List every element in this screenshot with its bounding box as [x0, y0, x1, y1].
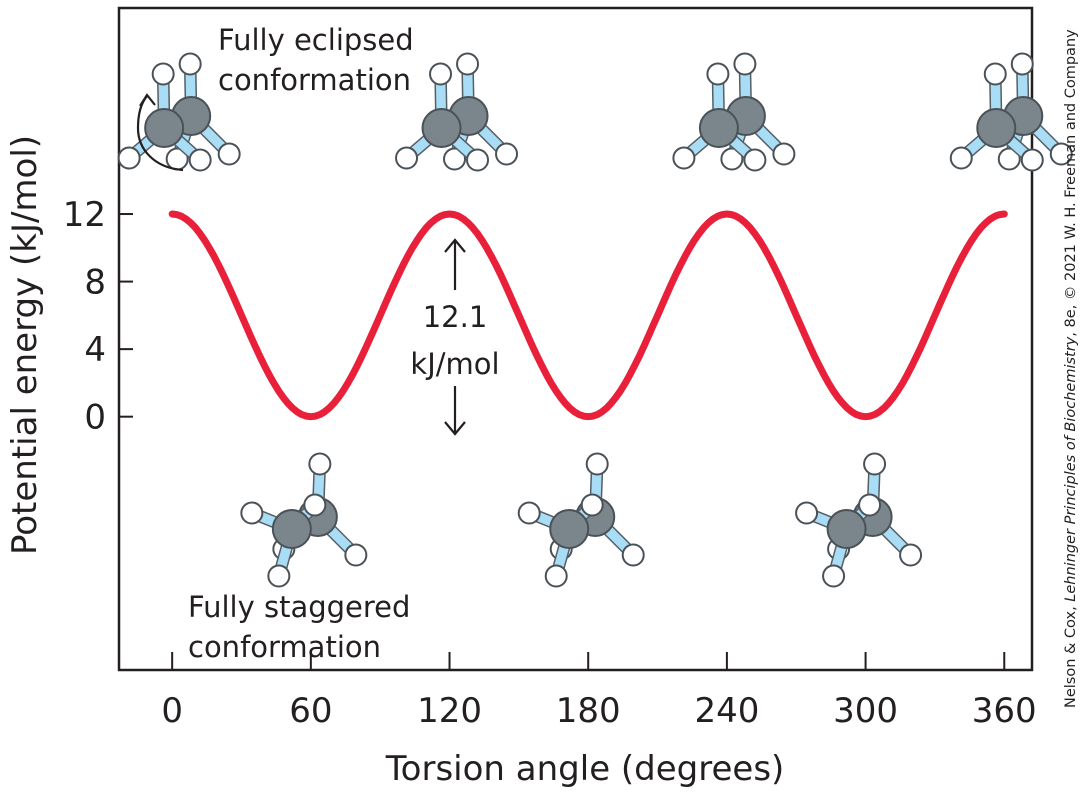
- staggered-molecule-1: [517, 452, 645, 588]
- y-tick-label: 4: [84, 330, 106, 370]
- molecule-models: [117, 52, 1073, 588]
- credit-authors: Nelson & Cox,: [1063, 602, 1079, 708]
- eclipsed-label-line1: Fully eclipsed: [218, 23, 414, 57]
- staggered-label-line2: conformation: [188, 630, 381, 664]
- carbon-atom: [271, 509, 312, 549]
- hydrogen-atom: [443, 147, 467, 171]
- plot-frame-rect: [117, 6, 1034, 672]
- hydrogen-atom: [949, 146, 973, 170]
- hydrogen-atom: [151, 62, 175, 86]
- staggered-label-line1: Fully staggered: [188, 590, 410, 624]
- hydrogen-atom: [1049, 142, 1073, 166]
- credit-book: Lehninger Principles of Biochemistry: [1063, 336, 1079, 601]
- hydrogen-atom: [720, 147, 744, 171]
- hydrogen-atom: [706, 62, 730, 86]
- hydrogen-atom: [672, 146, 696, 170]
- staggered-molecule-2: [795, 452, 923, 588]
- carbon-atom: [144, 108, 185, 148]
- carbon-atom: [421, 108, 462, 148]
- carbon-atom: [698, 108, 739, 148]
- staggered-molecule-0: [240, 452, 368, 588]
- hydrogen-atom: [1020, 148, 1044, 172]
- barrier-arrowhead-up: [444, 238, 466, 253]
- x-tick-label: 0: [161, 691, 183, 731]
- rotation-arrowhead: [139, 93, 156, 107]
- y-axis-title: Potential energy (kJ/mol): [5, 135, 45, 555]
- y-tick-label: 8: [84, 263, 106, 303]
- x-tick-label: 240: [694, 691, 759, 731]
- energy-curve-group: [168, 210, 1008, 421]
- carbon-atom: [826, 509, 867, 549]
- hydrogen-atom: [795, 501, 819, 525]
- copyright-credit: Nelson & Cox, Lehninger Principles of Bi…: [1063, 29, 1079, 708]
- barrier-unit: kJ/mol: [410, 347, 499, 381]
- hydrogen-atom: [983, 62, 1007, 86]
- plot-frame: [117, 6, 1034, 672]
- hydrogen-atom: [1010, 52, 1034, 76]
- hydrogen-atom: [733, 52, 757, 76]
- hydrogen-atom: [772, 142, 796, 166]
- barrier-arrowhead-down: [444, 421, 466, 436]
- hydrogen-atom: [997, 147, 1021, 171]
- hydrogen-atom: [267, 564, 291, 588]
- hydrogen-atom: [188, 148, 212, 172]
- hydrogen-atom: [822, 564, 846, 588]
- x-tick-label: 300: [833, 691, 898, 731]
- hydrogen-atom: [743, 148, 767, 172]
- x-axis-title: Torsion angle (degrees): [385, 749, 785, 789]
- y-tick-label: 12: [63, 195, 106, 235]
- hydrogen-atom: [217, 142, 241, 166]
- hydrogen-atom: [863, 452, 887, 476]
- eclipsed-label-line2: conformation: [218, 63, 411, 97]
- hydrogen-atom: [240, 501, 264, 525]
- credit-rest: , 8e, © 2021 W. H. Freeman and Company: [1063, 29, 1079, 337]
- x-tick-label: 120: [417, 691, 482, 731]
- x-tick-label: 60: [289, 691, 332, 731]
- y-tick-label: 0: [84, 398, 106, 438]
- hydrogen-atom: [466, 148, 490, 172]
- eclipsed-molecule-2: [672, 52, 796, 172]
- hydrogen-atom: [344, 543, 368, 567]
- carbon-atom: [976, 108, 1017, 148]
- hydrogen-atom: [308, 452, 332, 476]
- hydrogen-atom: [178, 52, 202, 76]
- barrier-annotation: 12.1 kJ/mol: [410, 238, 500, 436]
- hydrogen-atom: [858, 493, 882, 517]
- eclipsed-molecule-3: [949, 52, 1073, 172]
- energy-curve: [168, 210, 1008, 421]
- hydrogen-atom: [456, 52, 480, 76]
- hydrogen-atom: [117, 146, 141, 170]
- hydrogen-atom: [495, 142, 519, 166]
- hydrogen-atom: [580, 493, 604, 517]
- hydrogen-atom: [517, 501, 541, 525]
- hydrogen-atom: [303, 493, 327, 517]
- hydrogen-atom: [544, 564, 568, 588]
- x-tick-label: 360: [972, 691, 1037, 731]
- barrier-value: 12.1: [423, 300, 488, 334]
- eclipsed-molecule-1: [395, 52, 519, 172]
- carbon-atom: [549, 509, 590, 549]
- hydrogen-atom: [585, 452, 609, 476]
- eclipsed-molecule-0: [117, 52, 241, 172]
- rotation-arrow: [136, 93, 184, 172]
- hydrogen-atom: [395, 146, 419, 170]
- hydrogen-atom: [621, 543, 645, 567]
- hydrogen-atom: [899, 543, 923, 567]
- x-tick-label: 180: [556, 691, 621, 731]
- hydrogen-atom: [429, 62, 453, 86]
